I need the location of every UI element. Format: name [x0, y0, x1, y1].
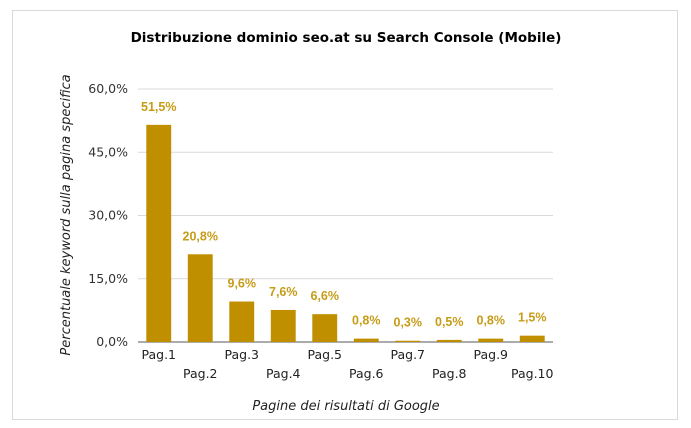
y-tick-label: 60,0%	[88, 81, 128, 96]
x-axis-category-labels: Pag.1 Pag.2 Pag.3 Pag.4 Pag.5 Pag.6 Pag.7 Pag.8…	[142, 347, 554, 381]
data-label: 20,8%	[183, 229, 218, 243]
bars	[146, 124, 545, 342]
y-axis-tick-labels: 0,0% 15,0% 30,0% 45,0% 60,0%	[88, 81, 128, 349]
category-label: Pag.1	[142, 347, 177, 362]
y-tick-label: 0,0%	[96, 334, 128, 349]
category-label: Pag.3	[225, 347, 260, 362]
category-label: Pag.4	[266, 366, 301, 381]
bar-pag-5	[312, 314, 338, 342]
data-label: 7,6%	[269, 285, 298, 299]
bar-pag-7	[395, 340, 421, 342]
data-label: 1,5%	[518, 311, 547, 325]
bar-pag-3	[229, 301, 255, 342]
data-label: 0,8%	[352, 314, 381, 328]
y-tick-label: 15,0%	[88, 271, 128, 286]
bar-pag-9	[478, 338, 504, 342]
category-label: Pag.5	[308, 347, 343, 362]
bar-pag-8	[436, 339, 462, 342]
bar-pag-6	[353, 338, 379, 342]
data-label: 0,8%	[477, 314, 506, 328]
bar-pag-1	[146, 124, 172, 342]
data-label: 6,6%	[311, 289, 340, 303]
y-axis-title: Percentuale keyword sulla pagina specifi…	[59, 74, 74, 355]
y-tick-label: 30,0%	[88, 208, 128, 223]
category-label: Pag.10	[511, 366, 553, 381]
data-label: 0,5%	[435, 315, 464, 329]
x-axis-title: Pagine dei risultati di Google	[252, 399, 439, 414]
data-label: 9,6%	[228, 277, 257, 291]
category-label: Pag.7	[391, 347, 426, 362]
bar-pag-4	[270, 309, 296, 342]
data-labels: 51,5% 20,8% 9,6% 7,6% 6,6% 0,8% 0,3% 0,5% 0,8% 1,…	[141, 100, 546, 330]
bar-pag-2	[187, 254, 213, 342]
y-tick-label: 45,0%	[88, 144, 128, 159]
category-label: Pag.8	[432, 366, 467, 381]
category-label: Pag.2	[183, 366, 218, 381]
chart-title: Distribuzione dominio seo.at su Search C…	[131, 30, 562, 46]
data-label: 51,5%	[141, 100, 176, 114]
category-label: Pag.9	[474, 347, 509, 362]
data-label: 0,3%	[394, 316, 423, 330]
bar-pag-10	[519, 335, 545, 342]
category-label: Pag.6	[349, 366, 384, 381]
